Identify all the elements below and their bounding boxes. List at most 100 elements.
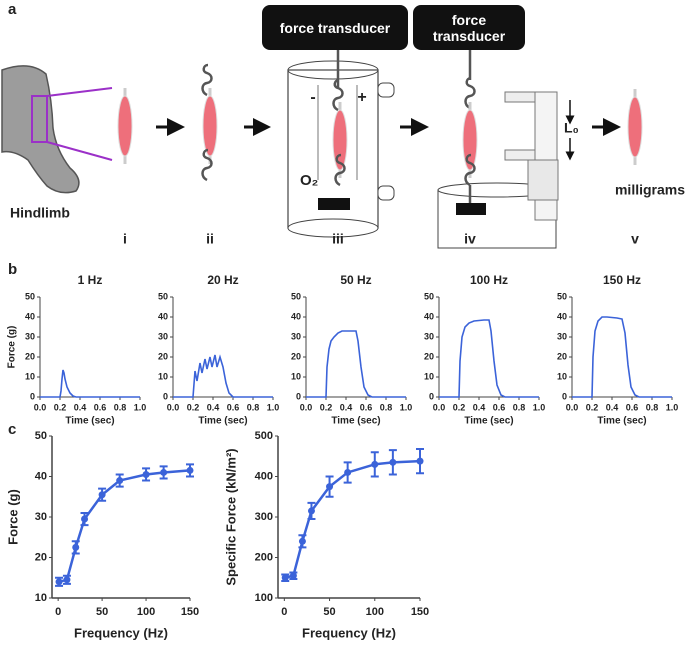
x-tick-label: 0.6 [227,402,240,412]
x-tick-label: 1.0 [134,402,147,412]
y-tick-label: 50 [424,291,434,301]
muscle [117,87,133,165]
point [298,537,306,545]
x-tick-label: 0.0 [167,402,180,412]
x-tick-label: 0.8 [247,402,260,412]
x-tick-label: 0.6 [360,402,373,412]
x-axis-label: Frequency (Hz) [74,625,168,640]
force-trace [173,354,273,398]
y-tick-label: 0 [562,391,567,401]
panel-label: b [8,261,17,278]
x-axis-label: Frequency (Hz) [302,625,396,640]
chart-title: 100 Hz [470,273,508,287]
y-tick-label: 100 [255,592,273,604]
point [186,466,194,474]
y-tick-label: 40 [25,311,35,321]
point [160,468,168,476]
point [281,574,289,582]
point [289,572,297,580]
y-tick-label: 10 [35,592,47,604]
y-tick-label: 10 [291,371,301,381]
y-tick-label: 40 [35,470,47,482]
x-tick-label: 0.2 [320,402,333,412]
x-axis-label: Time (sec) [198,416,247,427]
x-axis-label: Time (sec) [65,416,114,427]
x-tick-label: 1.0 [666,402,679,412]
electrode-label: + [357,89,366,106]
point [142,470,150,478]
label: milligrams [615,182,685,198]
point [344,468,352,476]
electrode-label: - [310,89,315,106]
bath-bottom [287,218,379,238]
y-tick-label: 20 [557,351,567,361]
panel-label: a [8,1,17,18]
oxygen-label: O₂ [300,172,318,189]
step-label: iv [464,231,476,247]
x-tick-label: 1.0 [400,402,413,412]
x-tick-label: 0.4 [74,402,87,412]
x-tick-label: 0 [55,606,61,618]
x-tick-label: 0.4 [340,402,353,412]
y-tick-label: 50 [158,291,168,301]
y-tick-label: 500 [255,430,273,442]
y-tick-label: 40 [291,311,301,321]
point [81,515,89,523]
x-tick-label: 0.2 [453,402,466,412]
x-tick-label: 100 [137,606,155,618]
y-tick-label: 20 [424,351,434,361]
x-tick-label: 1.0 [267,402,280,412]
x-tick-label: 0.8 [114,402,127,412]
port [377,185,395,201]
y-tick-label: 50 [557,291,567,301]
length-label: L₀ [564,120,579,136]
muscle [627,88,643,166]
step-label: ii [206,231,214,247]
point [72,543,80,551]
x-tick-label: 0.6 [626,402,639,412]
x-tick-label: 100 [366,606,384,618]
x-tick-label: 0 [281,606,287,618]
y-tick-label: 30 [291,331,301,341]
y-tick-label: 10 [158,371,168,381]
transducer-label: force transducer [413,5,525,50]
chart-title: 150 Hz [603,273,641,287]
step-label: iii [332,231,344,247]
y-tick-label: 40 [557,311,567,321]
x-tick-label: 0.2 [54,402,67,412]
x-tick-label: 50 [96,606,108,618]
y-tick-label: 20 [35,551,47,563]
caliper-beam [534,91,558,221]
region-box [31,95,48,143]
x-tick-label: 0.8 [513,402,526,412]
y-tick-label: 20 [158,351,168,361]
point [63,576,71,584]
point [116,477,124,485]
x-tick-label: 0.0 [300,402,313,412]
point [307,507,315,515]
y-tick-label: 40 [424,311,434,321]
label: Hindlimb [10,205,70,221]
chart-title: 20 Hz [207,273,238,287]
step-label: v [631,231,639,247]
y-tick-label: 0 [30,391,35,401]
y-axis-label: Force (g) [7,326,18,369]
x-tick-label: 0.6 [94,402,107,412]
x-tick-label: 150 [411,606,429,618]
x-tick-label: 0.8 [380,402,393,412]
y-tick-label: 50 [35,430,47,442]
force-trace [439,319,539,398]
zoom-line [46,141,113,161]
port [377,82,395,98]
y-tick-label: 30 [424,331,434,341]
point [55,578,63,586]
y-tick-label: 200 [255,551,273,563]
y-tick-label: 50 [25,291,35,301]
force-trace [40,369,140,398]
x-tick-label: 0.4 [207,402,220,412]
y-tick-label: 50 [291,291,301,301]
x-tick-label: 0.0 [433,402,446,412]
y-tick-label: 10 [557,371,567,381]
